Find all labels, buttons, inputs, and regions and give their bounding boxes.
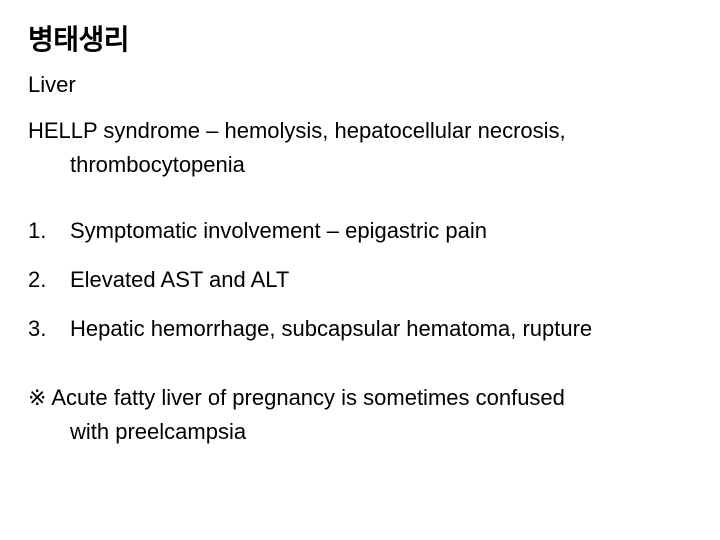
list-item: 2. Elevated AST and ALT bbox=[28, 265, 692, 296]
list-number: 1. bbox=[28, 216, 70, 247]
numbered-list: 1. Symptomatic involvement – epigastric … bbox=[28, 216, 692, 344]
note-line-2: with preelcampsia bbox=[28, 415, 692, 449]
page-title: 병태생리 bbox=[28, 18, 692, 58]
list-text: Elevated AST and ALT bbox=[70, 265, 289, 296]
list-item: 1. Symptomatic involvement – epigastric … bbox=[28, 216, 692, 247]
note-line-1: ※ Acute fatty liver of pregnancy is some… bbox=[28, 385, 565, 410]
list-item: 3. Hepatic hemorrhage, subcapsular hemat… bbox=[28, 314, 692, 345]
list-text: Hepatic hemorrhage, subcapsular hematoma… bbox=[70, 314, 592, 345]
list-text: Symptomatic involvement – epigastric pai… bbox=[70, 216, 487, 247]
list-number: 3. bbox=[28, 314, 70, 345]
list-number: 2. bbox=[28, 265, 70, 296]
desc-line-1: HELLP syndrome – hemolysis, hepatocellul… bbox=[28, 118, 566, 143]
desc-line-2: thrombocytopenia bbox=[28, 148, 692, 182]
syndrome-description: HELLP syndrome – hemolysis, hepatocellul… bbox=[28, 114, 692, 182]
footnote: ※ Acute fatty liver of pregnancy is some… bbox=[28, 381, 692, 449]
section-subtitle: Liver bbox=[28, 72, 692, 98]
